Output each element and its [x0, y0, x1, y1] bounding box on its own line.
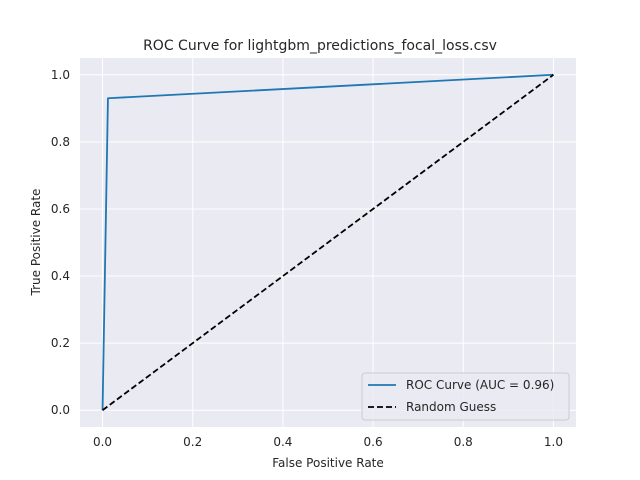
x-tick-label: 1.0 — [544, 435, 563, 449]
series-layer — [101, 73, 554, 411]
legend-box — [361, 372, 570, 421]
y-tick-label: 1.0 — [51, 68, 70, 82]
y-tick-label: 0.6 — [51, 202, 70, 216]
legend: ROC Curve (AUC = 0.96) Random Guess — [361, 372, 570, 421]
x-tick-label: 0.6 — [364, 435, 383, 449]
y-axis-ticks: 0.0 0.2 0.4 0.6 0.8 1.0 — [51, 68, 70, 417]
x-tick-label: 0.2 — [183, 435, 202, 449]
x-tick-label: 0.0 — [93, 435, 112, 449]
roc-curve-line — [101, 73, 554, 411]
x-tick-label: 0.8 — [454, 435, 473, 449]
legend-label: Random Guess — [406, 400, 496, 414]
x-axis-ticks: 0.0 0.2 0.4 0.6 0.8 1.0 — [93, 435, 563, 449]
y-axis-label: True Positive Rate — [29, 189, 43, 297]
y-tick-label: 0.4 — [51, 269, 70, 283]
y-tick-label: 0.0 — [51, 403, 70, 417]
chart-title: ROC Curve for lightgbm_predictions_focal… — [143, 38, 497, 54]
x-axis-label: False Positive Rate — [272, 456, 384, 470]
y-tick-label: 0.2 — [51, 336, 70, 350]
y-tick-label: 0.8 — [51, 135, 70, 149]
x-tick-label: 0.4 — [273, 435, 292, 449]
legend-label: ROC Curve (AUC = 0.96) — [406, 378, 554, 392]
random-guess-line — [102, 74, 554, 411]
